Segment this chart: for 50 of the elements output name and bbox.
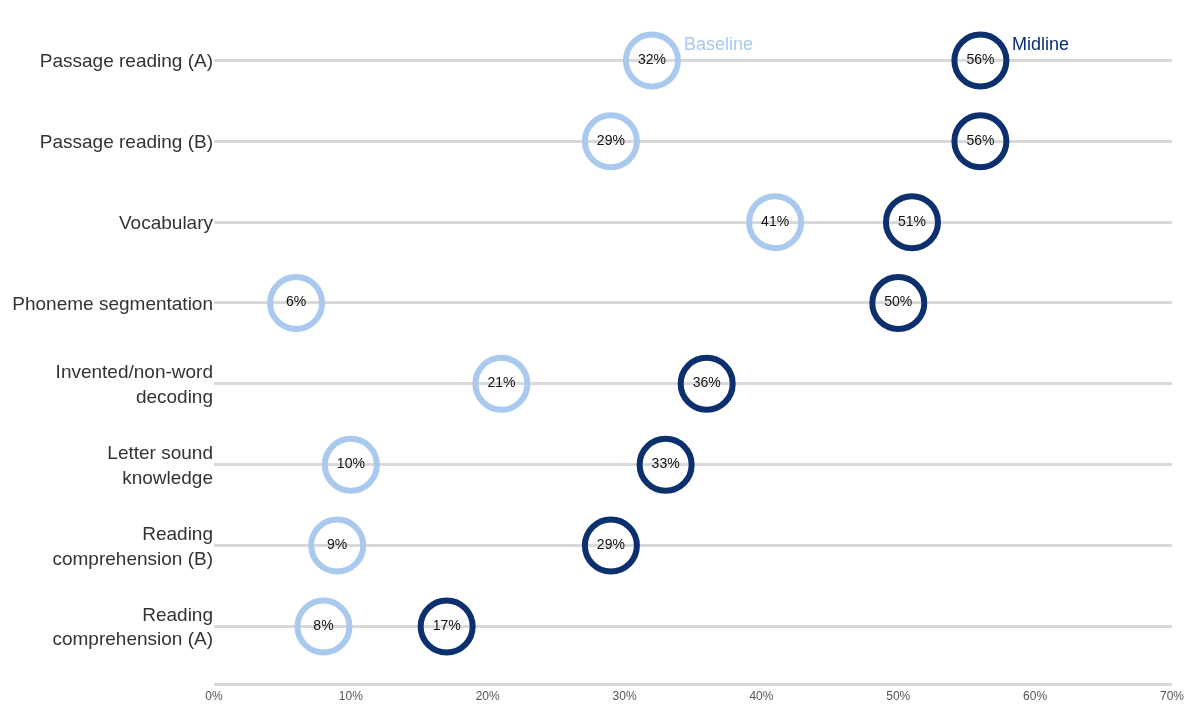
point: [677, 354, 736, 413]
data-label: 56%: [966, 131, 995, 148]
data-label: 6%: [285, 293, 307, 310]
data-label: 9%: [327, 536, 348, 553]
x-tick-label: 30%: [612, 689, 637, 704]
y-tick-label: Passage reading (A): [39, 50, 213, 72]
data-label: 41%: [761, 212, 790, 229]
data-label: 51%: [897, 212, 926, 229]
x-tick-label: 60%: [1023, 689, 1048, 704]
point: [417, 597, 476, 656]
point: [308, 516, 367, 575]
y-tick-label: Vocabulary: [118, 211, 214, 233]
x-tick-label: 0%: [205, 689, 223, 704]
point: [581, 112, 640, 171]
x-tick-label: 50%: [886, 689, 911, 704]
point: [294, 597, 353, 656]
x-tick-label: 20%: [475, 689, 501, 704]
data-label: 56%: [966, 50, 995, 67]
data-label: 33%: [651, 455, 680, 472]
point: [472, 354, 531, 413]
data-label: 17%: [432, 616, 461, 633]
x-tick-label: 40%: [749, 689, 774, 704]
y-tick-label: Reading comprehension (A): [52, 603, 213, 650]
series-label: Baseline: [684, 34, 754, 54]
data-label: 21%: [487, 374, 516, 391]
x-tick-label: 10%: [338, 689, 364, 704]
data-label: 8%: [313, 616, 334, 633]
series-label: Midline: [1012, 34, 1070, 54]
y-tick-label: Letter sound knowledge: [107, 442, 213, 488]
point: [951, 31, 1010, 90]
point: [746, 193, 805, 252]
data-label: 32%: [637, 50, 666, 67]
data-label: 10%: [336, 455, 365, 472]
data-label: 50%: [884, 293, 913, 310]
point: [636, 435, 695, 494]
y-tick-label: Invented/non-word decoding: [55, 361, 213, 407]
point: [267, 273, 326, 332]
point: [869, 273, 928, 332]
point: [882, 193, 941, 252]
y-tick-label: Reading comprehension (B): [52, 522, 213, 569]
data-label: 29%: [596, 536, 625, 553]
y-tick-label: Passage reading (B): [39, 130, 213, 152]
point: [951, 112, 1010, 171]
y-tick-label: Phoneme segmentation: [12, 292, 213, 314]
x-tick-label: 70%: [1159, 689, 1185, 704]
point: [622, 31, 681, 90]
point: [321, 435, 380, 494]
data-label: 36%: [692, 374, 721, 391]
data-label: 29%: [596, 131, 625, 148]
point: [581, 516, 640, 575]
